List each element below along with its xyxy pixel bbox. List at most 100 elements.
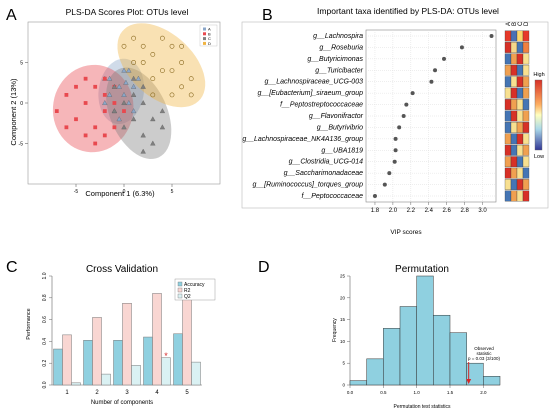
hist-bar <box>383 328 401 386</box>
panel-b-letter: B <box>262 7 273 24</box>
ellipse-d <box>117 23 206 108</box>
vip-point <box>433 68 438 73</box>
point-d <box>150 52 156 57</box>
vip-point <box>397 125 402 130</box>
hist-bar <box>349 380 367 386</box>
point-a <box>106 75 113 81</box>
ellipse-c <box>106 67 172 159</box>
heatmap-cell <box>522 110 530 122</box>
panel-b-xlabel: VIP scores <box>390 229 422 236</box>
taxon-label: g__[Ruminococcus]_torques_group <box>252 182 363 189</box>
panel-b-frame <box>241 21 549 209</box>
point-c <box>121 124 127 130</box>
c-legend-swatch <box>177 293 183 299</box>
vip-x-tick-label: 2.8 <box>460 208 469 214</box>
d-y-tick-label: 0 <box>342 383 345 388</box>
vip-point <box>382 182 387 187</box>
legend-label-d: D <box>208 41 211 46</box>
point-c <box>140 132 146 138</box>
point-d <box>150 92 156 98</box>
heatmap-cell <box>504 133 512 145</box>
taxon-label: g__Clostridia_UCG-014 <box>289 159 363 166</box>
heatmap-cell <box>504 30 512 42</box>
point-a <box>116 116 122 122</box>
cv-bar-q2 <box>101 373 111 386</box>
point-d <box>169 68 175 73</box>
cv-bar-r2 <box>62 334 72 386</box>
point-b <box>112 101 117 105</box>
point-d <box>159 35 165 41</box>
heatmap-cell <box>504 53 512 65</box>
cv-bar-accuracy <box>53 348 63 386</box>
x-tick-label: -5 <box>74 189 79 195</box>
point-a <box>135 75 142 81</box>
legend-swatch-c <box>203 37 206 41</box>
heatmap-cell <box>522 99 530 110</box>
heatmap-cell <box>510 99 518 110</box>
heatmap-cell <box>504 179 512 190</box>
panel-a-ylabel: Component 2 (13%) <box>9 78 18 146</box>
hist-bar <box>449 332 467 386</box>
c-y-tick-label: 0.8 <box>42 294 48 301</box>
panel-b: B Important taxa identified by PLS-DA: O… <box>241 6 549 236</box>
heatmap-cell <box>516 122 524 133</box>
heatmap-cell <box>522 42 530 53</box>
observed-label-3: p = 0.03 (3/100) <box>468 356 500 361</box>
point-b <box>64 125 69 130</box>
cv-bar-accuracy <box>113 340 123 386</box>
point-c <box>159 124 166 130</box>
taxon-label: f__Peptostreptococcaceae <box>280 102 363 109</box>
taxon-label: g__Roseburia <box>319 44 363 51</box>
heatmap-cell <box>510 30 518 42</box>
heatmap-cell <box>510 156 518 168</box>
observed-label-2: statistic <box>476 351 492 356</box>
vip-x-tick-label: 1.8 <box>371 208 380 214</box>
point-b <box>102 76 107 81</box>
point-d <box>140 43 146 49</box>
hist-bar <box>483 376 501 386</box>
cv-bar-r2 <box>122 303 132 386</box>
legend-label-c: C <box>208 36 211 41</box>
observed-label-1: Observed <box>474 346 494 351</box>
panel-d-ylabel: Frequency <box>332 318 338 342</box>
point-b <box>102 93 107 97</box>
panel-a-title: PLS-DA Scores Plot: OTUs level <box>66 7 189 17</box>
point-b <box>102 133 107 138</box>
heatmap-group-label: B <box>512 22 518 26</box>
scores-area <box>52 23 206 159</box>
y-tick-label: 0 <box>20 101 23 107</box>
c-legend-label: R2 <box>184 288 191 294</box>
point-b <box>54 109 59 113</box>
heatmap-cell <box>522 53 530 65</box>
heatmap-cell <box>522 167 530 179</box>
vip-point <box>392 159 397 164</box>
vip-x-tick-label: 2.4 <box>425 208 434 214</box>
point-b <box>122 109 126 113</box>
heatmap-cell <box>504 167 512 179</box>
c-x-tick-label: 4 <box>155 390 159 396</box>
heatmap-cell <box>522 76 530 88</box>
c-legend-box <box>174 278 216 301</box>
heatmap-cell <box>516 144 524 156</box>
c-x-tick-label: 5 <box>185 390 189 396</box>
panel-a-xlabel: Component 1 (6.3%) <box>85 189 155 198</box>
heatmap-cell <box>516 64 524 76</box>
panel-c-xlabel: Number of components <box>91 400 153 406</box>
point-d <box>169 43 175 49</box>
vip-point <box>489 34 494 38</box>
legend-swatch-d <box>203 41 206 45</box>
panel-b-title: Important taxa identified by PLS-DA: OTU… <box>317 6 499 16</box>
x-tick-label: 0 <box>123 189 126 195</box>
vip-point <box>393 136 398 141</box>
cv-bar-accuracy <box>143 336 153 386</box>
color-scale-bar <box>534 79 543 151</box>
cv-bar-q2 <box>161 357 171 386</box>
hist-bar <box>416 275 434 386</box>
panel-c-letter: C <box>6 259 18 276</box>
vip-point <box>429 79 434 84</box>
panel-d-title: Permutation <box>395 264 449 275</box>
point-c <box>130 116 137 122</box>
d-y-tick-label: 15 <box>340 317 346 322</box>
heatmap-cell <box>510 76 518 88</box>
scale-high-label: High <box>533 72 544 78</box>
